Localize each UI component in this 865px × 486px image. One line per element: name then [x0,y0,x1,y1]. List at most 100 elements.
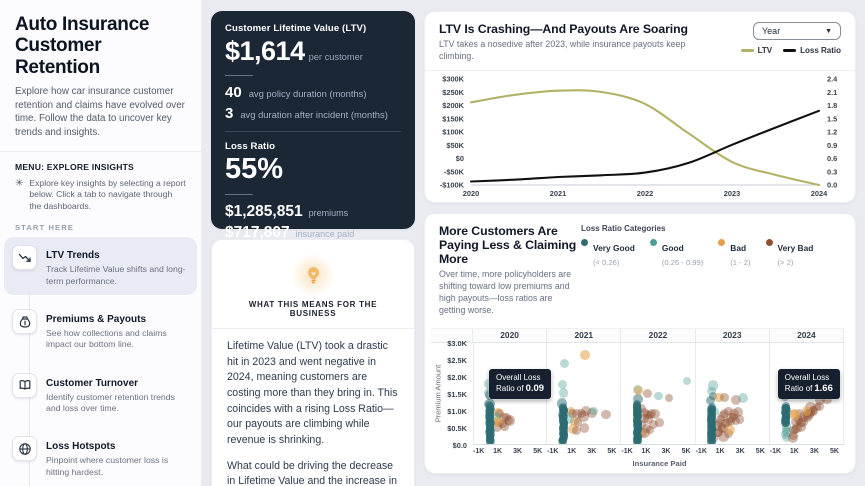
premiums-value: $1,285,851 [225,203,303,220]
x-tick: -1K [695,447,707,455]
scatter-panel-2023[interactable] [695,342,770,445]
line-chart-plot[interactable]: $300K $250K $200K $150K $100K $50K $0 -$50K -$10… [425,71,855,202]
x-tick: 3K [809,447,819,455]
x-tick: -1K [547,447,559,455]
annotation-loss-ratio-2020: Overall Loss Ratio of 0.09 [487,367,553,401]
sidebar-item-label: LTV Trends [46,250,100,262]
sidebar-item-label: Loss Hotspots [46,441,116,453]
year-header-2020: 2020 [473,327,548,343]
sidebar-item-ltv-trends[interactable]: LTV Trends Track Lifetime Value shifts an… [4,237,197,296]
sidebar-item-label: Customer Turnover [46,377,139,389]
y-tick: $0.0 [452,440,467,450]
svg-text:$200K: $200K [442,101,464,110]
x-tick: 1K [789,447,799,455]
category-dot-icon [765,239,773,246]
page-title: Auto Insurance Customer Retention [15,14,150,78]
money-bag-icon [12,309,37,335]
svg-text:$250K: $250K [442,88,464,97]
sidebar-item-customer-turnover[interactable]: Customer Turnover Identify customer reten… [4,365,197,423]
year-header-2021: 2021 [547,327,622,343]
sidebar-item-premiums-payouts[interactable]: Premiums & Payouts See how collections an… [4,301,197,359]
svg-text:1.5: 1.5 [827,114,837,123]
insight-card: WHAT THIS MEANS FOR THE BUSINESS Lifetim… [211,239,415,486]
legend-item-ltv: LTV [740,46,772,55]
year-filter-value: Year [762,26,781,36]
x-tick: 1K [493,447,503,455]
x-tick: 1K [567,447,577,455]
sidebar-item-loss-hotspots[interactable]: Loss Hotspots Pinpoint where customer los… [4,428,197,486]
x-tick: 5K [607,447,617,455]
category-bad[interactable]: Bad (1 - 2) [718,238,751,267]
x-tick: 5K [830,447,839,455]
incident-duration-value: 3 [225,105,234,122]
insight-paragraph-2: What could be driving the decrease in Li… [227,459,397,486]
y-tick: $3.0K [447,338,467,348]
y-tick: $2.0K [447,372,467,382]
svg-text:2.1: 2.1 [827,88,837,97]
scatter-panel-2024[interactable] [769,342,844,445]
sidebar-item-description: Identify customer retention trends and l… [46,391,175,413]
svg-text:2024: 2024 [811,189,828,198]
year-header-2024: 2024 [769,327,844,343]
svg-text:0.9: 0.9 [827,141,837,150]
divider [225,75,253,76]
scatter-legend: Loss Ratio Categories Very Good (< 0.26) G… [581,224,841,267]
divider [225,194,253,195]
divider [212,328,414,329]
sidebar-divider [0,150,201,152]
x-tick: 5K [681,447,691,455]
globe-icon [12,436,37,462]
svg-text:2023: 2023 [724,189,740,198]
x-tick: 3K [513,447,523,455]
policy-duration-value: 40 [225,84,242,101]
x-axis-title: Insurance Paid [632,458,687,468]
ltv-line-chart-card: LTV Is Crashing—And Payouts Are Soaring … [424,11,856,203]
lightbulb-icon [292,254,334,296]
svg-text:1.8: 1.8 [827,101,837,110]
loss-ratio-label: Loss Ratio [225,141,276,152]
category-dot-icon [581,239,588,246]
sidebar: Auto Insurance Customer Retention Explor… [0,0,202,486]
x-tick: 1K [715,447,725,455]
premiums-label: premiums [308,208,349,218]
line-chart-subtitle: LTV takes a nosedive after 2023, while i… [439,39,686,61]
kpi-column: Customer Lifetime Value (LTV) $1,614 per… [211,11,415,486]
page-description: Explore how car insurance customer reten… [15,85,185,138]
menu-hint-text: Explore key insights by selecting a repo… [29,177,186,211]
category-vb[interactable]: Very Bad (> 2) [765,238,813,267]
scatter-plot-area[interactable]: 2020 2021 2022 2023 2024 $3.0K $2.5K $2.0K $1.5K… [431,327,845,470]
y-tick: $2.5K [447,355,467,365]
x-tick: 3K [661,447,671,455]
insight-heading: WHAT THIS MEANS FOR THE BUSINESS [248,300,378,318]
scatter-subtitle: Over time, more policyholders are shifti… [439,269,572,315]
insurance-paid-value: $717,807 [225,224,290,241]
ltv-unit: per customer [308,52,363,62]
sidebar-item-description: Pinpoint where customer loss is hitting … [46,455,169,477]
sidebar-menu: LTV Trends Track Lifetime Value shifts an… [0,237,201,486]
menu-heading: MENU: EXPLORE INSIGHTS [15,161,134,172]
sidebar-item-description: Track Lifetime Value shifts and long-ter… [46,264,186,286]
loss-ratio-value: 55% [225,153,284,185]
svg-text:0.0: 0.0 [827,180,837,189]
scatter-title: More Customers Are Paying Less & Claimin… [439,224,577,266]
ltv-value: $1,614 [225,36,305,66]
scatter-panel-2022[interactable] [621,342,696,445]
insight-paragraph-1: Lifetime Value (LTV) took a drastic hit … [227,340,398,447]
y-axis-title: Premium Amount [433,364,443,422]
category-vg[interactable]: Very Good (< 0.26) [581,238,635,267]
category-good[interactable]: Good (0.26 - 0.99) [649,238,703,267]
legend-item-loss-ratio: Loss Ratio [783,46,841,55]
year-filter-dropdown[interactable]: Year ▼ [753,22,841,40]
svg-text:-$50K: -$50K [444,167,465,176]
category-dot-icon [718,239,726,246]
x-tick: 1K [641,447,651,455]
start-here-label: START HERE [15,223,74,233]
scatter-legend-title: Loss Ratio Categories [581,224,666,233]
svg-text:2022: 2022 [637,189,653,198]
category-dot-icon [649,239,657,246]
line-chart-legend: LTV Loss Ratio [740,46,841,55]
scatter-panel-2021[interactable] [547,342,622,445]
x-tick: 5K [755,447,765,455]
ltv-label: Customer Lifetime Value (LTV) [225,23,367,34]
svg-text:-$100K: -$100K [440,180,465,189]
